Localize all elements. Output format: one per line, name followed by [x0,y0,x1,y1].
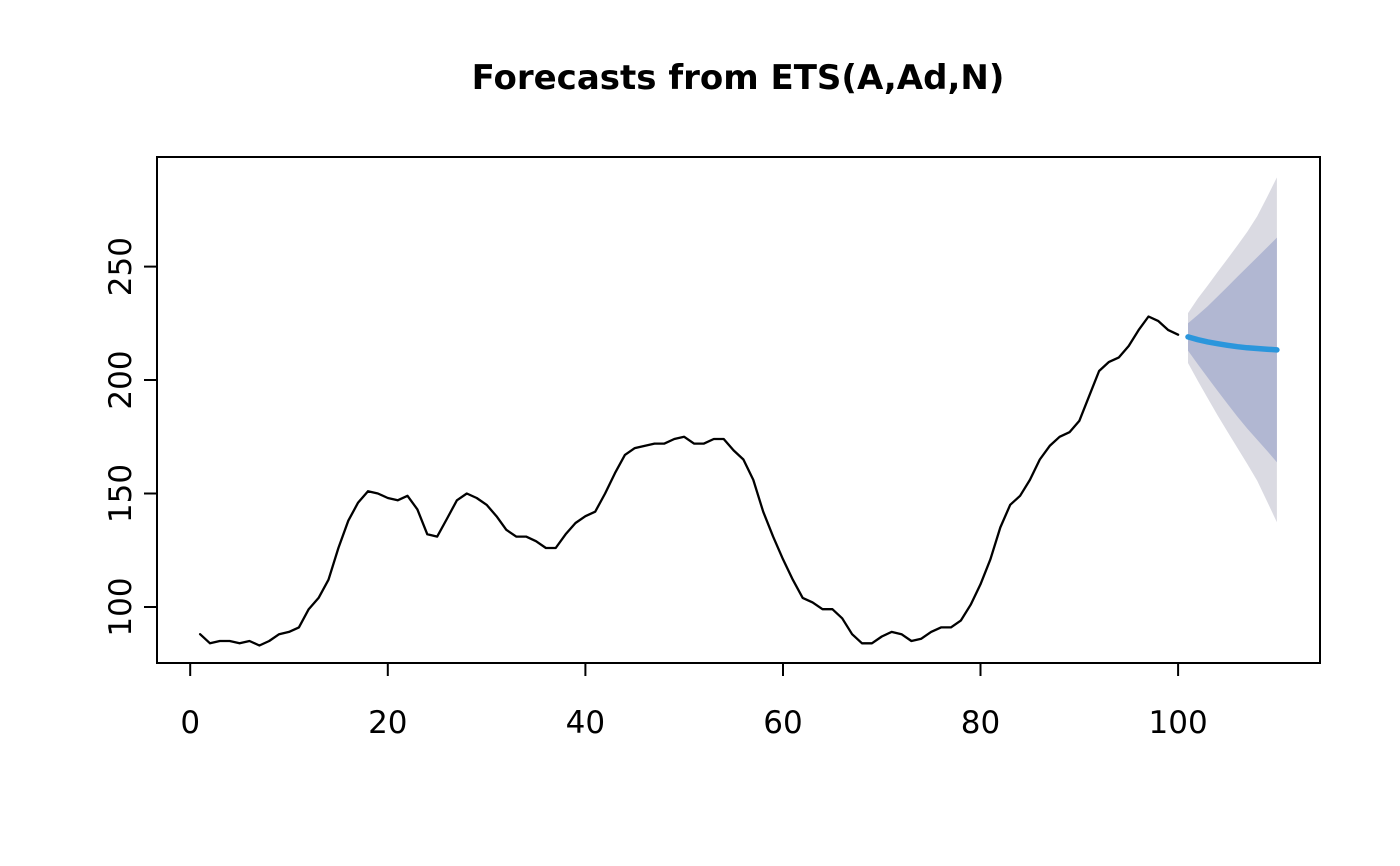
y-tick-label: 200 [103,350,139,409]
x-tick-label: 0 [180,705,200,741]
observed-series [198,315,1180,647]
x-tick-label: 40 [566,705,605,741]
x-tick-label: 20 [368,705,407,741]
observed-line [198,315,1180,647]
x-tick-label: 60 [763,705,802,741]
forecast-line [1185,334,1280,353]
prediction-interval-bands [1188,177,1277,523]
x-axis: 0 20 40 60 80 100 [180,663,1208,741]
y-axis: 100 150 200 250 [103,237,157,637]
y-tick-label: 250 [103,237,139,296]
y-tick-label: 100 [103,577,139,636]
chart-title: Forecasts from ETS(A,Ad,N) [472,58,1005,98]
x-tick-label: 100 [1149,705,1208,741]
x-tick-label: 80 [961,705,1000,741]
interval-band-80 [1188,237,1277,463]
plot-frame [156,156,1321,664]
plot-border [156,156,1321,664]
y-tick-label: 150 [103,464,139,523]
forecast-mean-line [1185,334,1280,353]
